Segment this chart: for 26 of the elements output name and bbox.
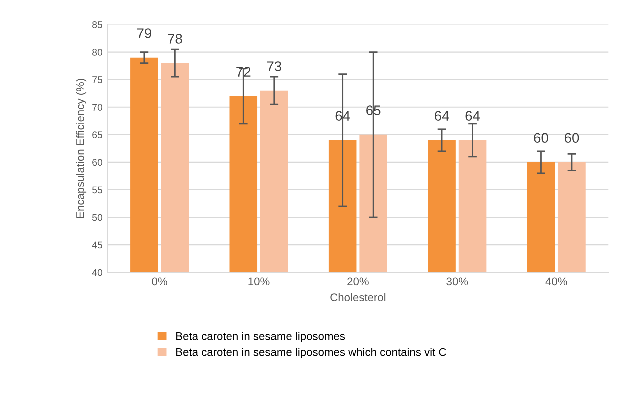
y-tick-label: 40 <box>92 269 103 276</box>
legend-label: Beta caroten in sesame liposomes <box>176 332 346 342</box>
data-label: 60 <box>534 133 548 144</box>
x-tick-label: 40% <box>546 278 568 286</box>
y-tick-label: 45 <box>92 242 103 249</box>
data-label: 79 <box>137 28 152 38</box>
data-label: 60 <box>564 133 580 144</box>
x-tick-label: 10% <box>248 278 270 286</box>
y-tick-label: 80 <box>92 49 103 56</box>
data-label: 64 <box>466 111 480 122</box>
y-tick-label: 70 <box>92 104 103 111</box>
x-tick-label: 0% <box>152 278 168 286</box>
x-tick-label: 20% <box>348 278 369 286</box>
y-tick-label: 65 <box>92 132 103 139</box>
data-label: 64 <box>435 111 450 122</box>
y-tick-label: 85 <box>92 22 103 28</box>
y-tick-label: 55 <box>92 186 103 194</box>
y-tick-label: 75 <box>92 76 103 84</box>
data-label: 73 <box>267 62 282 72</box>
y-tick-label: 50 <box>92 214 103 222</box>
x-axis-title: Cholesterol <box>330 293 386 302</box>
x-tick-label: 30% <box>446 278 468 286</box>
y-tick-label: 60 <box>92 159 103 166</box>
y-axis-title: Encapsulation Efficiency (%) <box>76 79 87 218</box>
data-label: 78 <box>168 34 182 44</box>
legend-label: Beta caroten in sesame liposomes which contains vit C <box>176 348 446 358</box>
